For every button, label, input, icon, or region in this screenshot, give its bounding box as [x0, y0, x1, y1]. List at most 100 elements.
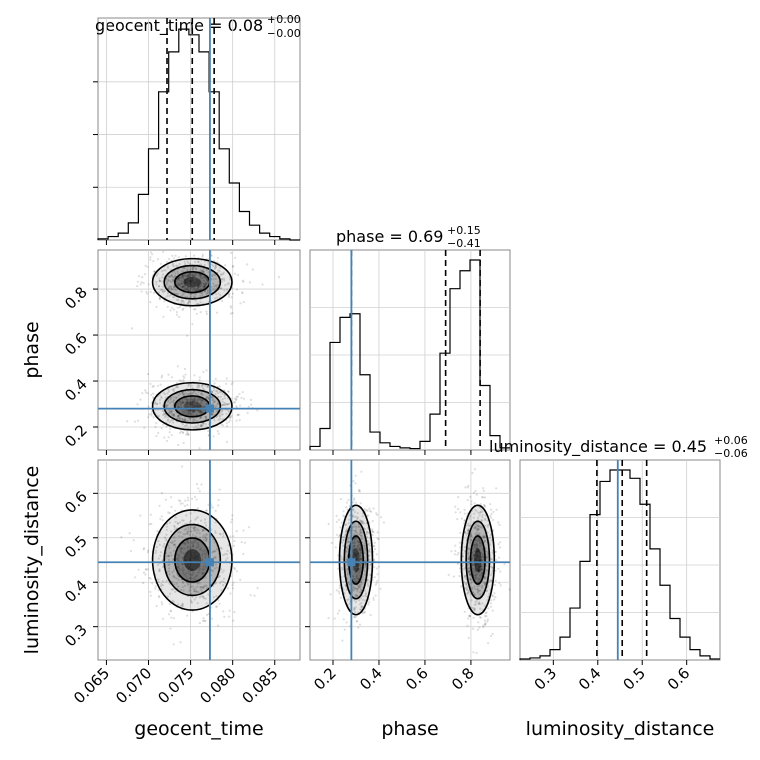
- luminosity-distance-vs-geocent-time-point: [160, 515, 163, 518]
- luminosity-distance-vs-geocent-time-point: [129, 549, 132, 553]
- title-geocent-time-sub: −0.00: [267, 27, 301, 40]
- luminosity-distance-vs-geocent-time-point: [214, 509, 217, 512]
- phase-vs-geocent-time-point: [138, 275, 141, 278]
- phase-vs-geocent-time-point: [220, 423, 223, 426]
- luminosity-distance-vs-phase-point: [376, 579, 379, 583]
- luminosity-distance-vs-phase-point: [374, 548, 377, 551]
- phase-vs-geocent-time-point: [217, 292, 220, 295]
- phase-vs-geocent-time-point: [170, 413, 174, 416]
- phase-vs-geocent-time-point: [234, 401, 237, 404]
- phase-vs-geocent-time-point: [230, 414, 233, 417]
- phase-vs-geocent-time-point: [161, 374, 164, 377]
- luminosity-distance-vs-geocent-time-point: [167, 613, 170, 616]
- phase-vs-geocent-time-point: [159, 262, 162, 265]
- phase-vs-geocent-time-point: [199, 301, 202, 304]
- phase-vs-geocent-time-point: [159, 402, 162, 405]
- luminosity-distance-vs-phase-point: [487, 607, 490, 610]
- phase-vs-geocent-time-point: [184, 262, 187, 266]
- luminosity-distance-vs-phase-point: [491, 632, 494, 636]
- phase-vs-geocent-time-point: [181, 285, 184, 288]
- luminosity-distance-vs-phase-point: [469, 495, 472, 498]
- luminosity-distance-vs-geocent-time-point: [142, 582, 145, 585]
- phase-vs-geocent-time-point: [189, 398, 192, 401]
- phase-vs-geocent-time-point: [202, 267, 205, 270]
- luminosity-distance-vs-phase-point: [497, 521, 500, 524]
- phase-vs-geocent-time-point: [246, 263, 249, 266]
- phase-vs-geocent-time-point: [193, 410, 196, 413]
- phase-vs-geocent-time-point: [197, 260, 200, 263]
- phase-vs-geocent-time-point: [215, 293, 218, 296]
- phase-vs-geocent-time-point: [230, 416, 233, 419]
- phase-vs-geocent-time-point: [192, 426, 195, 429]
- phase-vs-geocent-time-point: [185, 398, 188, 401]
- phase-vs-geocent-time-point: [187, 275, 190, 278]
- luminosity-distance-vs-phase-point: [489, 503, 492, 506]
- phase-vs-geocent-time-point: [187, 384, 190, 387]
- phase-vs-geocent-time-point: [184, 392, 187, 395]
- luminosity-distance-vs-phase-point: [472, 491, 476, 494]
- phase-vs-geocent-time-point: [189, 279, 192, 282]
- phase-vs-geocent-time-point: [250, 403, 253, 406]
- phase-vs-geocent-time-point: [202, 387, 205, 390]
- luminosity-distance-vs-phase-point: [382, 521, 385, 524]
- luminosity-distance-vs-phase-point: [467, 636, 470, 640]
- phase-vs-geocent-time-point: [182, 278, 185, 281]
- phase-vs-geocent-time-point: [175, 311, 178, 314]
- luminosity-distance-vs-phase-point: [467, 484, 470, 487]
- luminosity-distance-vs-geocent-time-point: [235, 570, 238, 573]
- phase-vs-geocent-time-point: [239, 302, 242, 305]
- luminosity-distance-vs-geocent-time-point: [155, 605, 158, 608]
- phase-vs-geocent-time-point: [174, 396, 177, 399]
- luminosity-distance-vs-geocent-time-point: [211, 617, 214, 620]
- luminosity-distance-vs-geocent-time-point: [154, 587, 157, 590]
- phase-vs-geocent-time-point: [202, 269, 205, 272]
- title-phase: phase = 0.69: [336, 227, 443, 246]
- phase-vs-geocent-time-point: [219, 294, 222, 297]
- luminosity-distance-vs-phase-point: [354, 482, 357, 485]
- luminosity-distance-vs-phase-point: [474, 489, 477, 493]
- phase-vs-geocent-time-point: [176, 283, 179, 286]
- phase-vs-geocent-time-point: [210, 413, 213, 416]
- luminosity-distance-vs-phase-point: [373, 541, 376, 544]
- phase-vs-geocent-time-point: [206, 279, 209, 282]
- phase-vs-geocent-time-point: [195, 278, 198, 281]
- phase-vs-geocent-time-point: [166, 295, 169, 298]
- phase-vs-geocent-time-point: [213, 285, 216, 288]
- phase-vs-geocent-time-point: [140, 281, 143, 284]
- phase-vs-geocent-time-point: [188, 392, 192, 395]
- phase-vs-geocent-time-point: [200, 399, 203, 402]
- luminosity-distance-vs-phase-point: [333, 617, 336, 620]
- phase-vs-geocent-time-point: [196, 279, 199, 282]
- phase-vs-geocent-time-point: [189, 273, 192, 276]
- phase-vs-geocent-time-point: [227, 403, 230, 406]
- phase-vs-geocent-time-point: [212, 282, 215, 285]
- phase-vs-geocent-time-point: [169, 285, 172, 288]
- phase-vs-geocent-time-point: [194, 425, 197, 428]
- phase-vs-geocent-time-point: [176, 284, 180, 287]
- phase-vs-geocent-time-point: [182, 299, 185, 302]
- phase-vs-geocent-time-point: [170, 285, 173, 288]
- luminosity-distance-vs-geocent-time-point: [202, 617, 205, 620]
- phase-vs-geocent-time-point: [176, 293, 179, 296]
- luminosity-distance-vs-phase-point: [478, 626, 481, 629]
- phase-vs-geocent-time-point: [225, 440, 228, 443]
- phase-vs-geocent-time-point: [215, 284, 218, 287]
- phase-vs-geocent-time-point: [191, 402, 194, 405]
- phase-vs-geocent-time-point: [144, 389, 147, 392]
- phase-vs-geocent-time-point: [177, 256, 180, 259]
- phase-vs-geocent-time-point: [192, 266, 195, 269]
- phase-vs-geocent-time-point: [251, 268, 254, 271]
- phase-vs-geocent-time-point: [202, 423, 205, 426]
- phase-vs-geocent-time-point: [166, 281, 169, 284]
- phase-vs-geocent-time-point: [205, 268, 208, 272]
- phase-vs-geocent-time-point: [155, 434, 158, 438]
- phase-vs-geocent-time-point: [199, 411, 202, 414]
- phase-vs-geocent-time-point: [166, 265, 170, 268]
- phase-vs-geocent-time-point: [190, 282, 193, 285]
- luminosity-distance-vs-phase-point: [497, 556, 500, 559]
- phase-vs-geocent-time-point: [223, 394, 226, 397]
- phase-vs-geocent-time-point: [194, 288, 197, 292]
- phase-vs-geocent-time-point: [203, 282, 206, 285]
- phase-vs-geocent-time-point: [147, 405, 150, 408]
